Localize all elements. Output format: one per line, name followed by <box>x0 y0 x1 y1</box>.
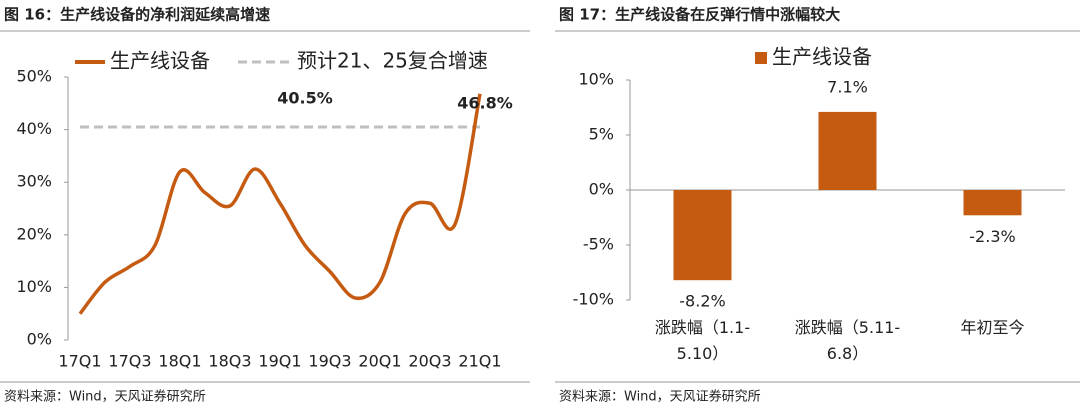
data-label: -8.2% <box>679 292 725 311</box>
chart-title: 图 17：生产线设备在反弹行情中涨幅较大 <box>559 6 840 24</box>
data-label: -2.3% <box>969 227 1015 246</box>
y-tick-label: 50% <box>16 67 52 86</box>
y-tick-label: 40% <box>16 119 52 138</box>
legend-swatch <box>755 52 767 64</box>
y-tick-label: 0% <box>27 330 52 349</box>
legend-label: 生产线设备 <box>110 49 210 73</box>
y-tick-label: 20% <box>16 224 52 243</box>
x-tick-label: 20Q3 <box>408 352 451 371</box>
data-label: 7.1% <box>827 77 868 96</box>
x-tick-label: 涨跌幅（1.1-5.10） <box>654 318 751 363</box>
y-tick-label: 10% <box>578 70 614 89</box>
y-tick-label: -5% <box>583 235 614 254</box>
x-tick-label: 19Q1 <box>258 352 301 371</box>
source: 资料来源：Wind，天风证券研究所 <box>559 389 761 405</box>
reference-label: 40.5% <box>277 89 333 108</box>
data-label: 46.8% <box>457 93 513 112</box>
y-tick-label: -10% <box>573 290 614 309</box>
x-tick-label: 涨跌幅（5.11-6.8） <box>794 318 901 363</box>
x-tick-label: 17Q3 <box>108 352 151 371</box>
bar <box>673 190 732 281</box>
y-tick-label: 10% <box>16 277 52 296</box>
x-tick-label: 19Q3 <box>308 352 351 371</box>
source: 资料来源：Wind，天风证券研究所 <box>4 389 206 405</box>
x-tick-label: 18Q3 <box>208 352 251 371</box>
x-tick-label: 17Q1 <box>58 352 101 371</box>
y-tick-label: 5% <box>589 125 614 144</box>
legend-label: 预计21、25复合增速 <box>297 49 488 73</box>
x-tick-label: 18Q1 <box>158 352 201 371</box>
y-tick-label: 30% <box>16 172 52 191</box>
line <box>78 93 482 315</box>
legend-label: 生产线设备 <box>772 45 872 69</box>
x-tick-label: 21Q1 <box>458 352 501 371</box>
x-tick-label: 20Q1 <box>358 352 401 371</box>
y-tick-label: 0% <box>589 180 614 199</box>
bar <box>963 190 1022 216</box>
chart-title: 图 16：生产线设备的净利润延续高增速 <box>4 6 270 24</box>
bar <box>818 111 877 190</box>
x-tick-label: 年初至今 <box>960 318 1025 337</box>
